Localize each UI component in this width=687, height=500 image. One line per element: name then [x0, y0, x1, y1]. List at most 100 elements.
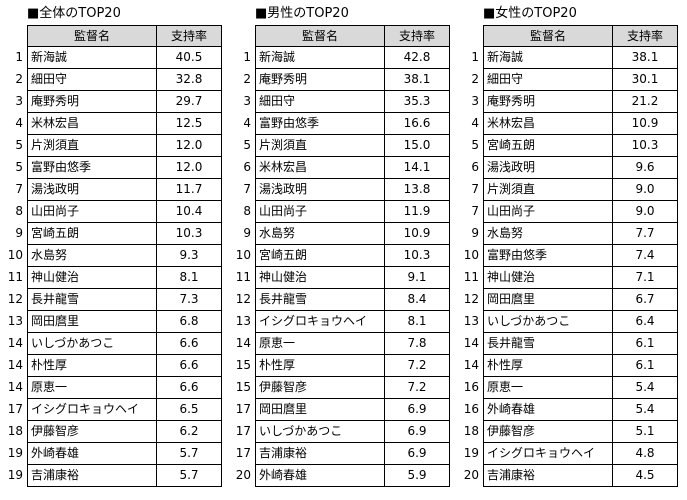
support-rate-cell: 6.6	[156, 377, 222, 399]
director-name-cell: 米林宏昌	[255, 157, 384, 179]
support-rate-cell: 5.4	[612, 399, 678, 421]
director-name-cell: 朴性厚	[27, 355, 156, 377]
rank-cell: 5	[15, 160, 23, 174]
table-row: 8 山田尚子 10.4	[5, 201, 223, 223]
director-name-cell: 湯浅政明	[27, 179, 156, 201]
rank-cell: 14	[7, 380, 23, 394]
support-rate-cell: 29.7	[156, 91, 222, 113]
rank-cell: 2	[15, 72, 23, 86]
rank-cell: 14	[463, 336, 479, 350]
table-row: 5 富野由悠季 12.0	[5, 157, 223, 179]
table-row: 17 いしづかあつこ 6.9	[233, 421, 451, 443]
rank-cell: 5	[243, 138, 251, 152]
table-body: 1 新海誠 40.5 2 細田守 32.8 3 庵野秀明 29.7 4 米林宏昌 12.5 5 片渕須直 1…	[5, 47, 223, 487]
support-rate-cell: 10.9	[384, 223, 450, 245]
support-rate-cell: 40.5	[156, 47, 222, 69]
table-row: 20 吉浦康裕 4.5	[461, 465, 679, 487]
rank-cell: 8	[15, 204, 23, 218]
director-name-cell: 原恵一	[483, 377, 612, 399]
rank-cell: 13	[235, 314, 251, 328]
director-name-cell: 朴性厚	[483, 355, 612, 377]
support-rate-cell: 21.2	[612, 91, 678, 113]
table-header-row: 監督名 支持率	[233, 25, 451, 47]
support-rate-cell: 7.2	[384, 377, 450, 399]
table-row: 10 宮崎五朗 10.3	[233, 245, 451, 267]
support-rate-cell: 6.4	[612, 311, 678, 333]
rank-cell: 9	[471, 226, 479, 240]
director-name-cell: イシグロキョウヘイ	[483, 443, 612, 465]
rank-header-cell	[233, 25, 255, 47]
rank-cell: 19	[463, 446, 479, 460]
rank-cell: 12	[463, 292, 479, 306]
table-row: 1 新海誠 42.8	[233, 47, 451, 69]
support-rate-cell: 6.1	[612, 333, 678, 355]
table-row: 19 イシグロキョウヘイ 4.8	[461, 443, 679, 465]
support-rate-cell: 11.9	[384, 201, 450, 223]
director-name-cell: 長井龍雪	[27, 289, 156, 311]
table-row: 14 原恵一 6.6	[5, 377, 223, 399]
table-row: 12 長井龍雪 7.3	[5, 289, 223, 311]
rank-cell: 11	[7, 270, 23, 284]
director-name-cell: 湯浅政明	[255, 179, 384, 201]
support-rate-cell: 8.1	[156, 267, 222, 289]
table-row: 15 朴性厚 7.2	[233, 355, 451, 377]
support-rate-cell: 12.5	[156, 113, 222, 135]
table-row: 14 朴性厚 6.6	[5, 355, 223, 377]
support-rate-cell: 16.6	[384, 113, 450, 135]
director-name-cell: 岡田麿里	[255, 399, 384, 421]
rank-cell: 9	[15, 226, 23, 240]
rank-cell: 15	[235, 358, 251, 372]
support-rate-header: 支持率	[156, 25, 222, 47]
director-name-cell: 細田守	[27, 69, 156, 91]
director-name-cell: イシグロキョウヘイ	[27, 399, 156, 421]
rank-header-cell	[461, 25, 483, 47]
director-name-cell: いしづかあつこ	[27, 333, 156, 355]
table-row: 1 新海誠 40.5	[5, 47, 223, 69]
rank-cell: 19	[7, 446, 23, 460]
table-row: 1 新海誠 38.1	[461, 47, 679, 69]
table-row: 12 岡田麿里 6.7	[461, 289, 679, 311]
director-name-cell: 水島努	[255, 223, 384, 245]
support-rate-cell: 7.7	[612, 223, 678, 245]
support-rate-cell: 12.0	[156, 135, 222, 157]
rank-cell: 1	[243, 50, 251, 64]
rank-cell: 11	[463, 270, 479, 284]
support-rate-cell: 10.3	[612, 135, 678, 157]
table-row: 5 片渕須直 12.0	[5, 135, 223, 157]
table-row: 14 朴性厚 6.1	[461, 355, 679, 377]
director-name-cell: 庵野秀明	[255, 69, 384, 91]
rank-cell: 14	[235, 336, 251, 350]
rank-cell: 14	[7, 336, 23, 350]
rank-cell: 1	[15, 50, 23, 64]
support-rate-cell: 7.8	[384, 333, 450, 355]
rank-cell: 13	[463, 314, 479, 328]
support-rate-cell: 6.7	[612, 289, 678, 311]
table-row: 7 湯浅政明 11.7	[5, 179, 223, 201]
support-rate-cell: 9.1	[384, 267, 450, 289]
table-row: 4 富野由悠季 16.6	[233, 113, 451, 135]
support-rate-cell: 4.8	[612, 443, 678, 465]
table-row: 12 長井龍雪 8.4	[233, 289, 451, 311]
support-rate-cell: 9.3	[156, 245, 222, 267]
support-rate-cell: 9.0	[612, 179, 678, 201]
support-rate-cell: 10.4	[156, 201, 222, 223]
table-row: 5 片渕須直 15.0	[233, 135, 451, 157]
support-rate-cell: 10.3	[384, 245, 450, 267]
support-rate-cell: 6.9	[384, 421, 450, 443]
table-row: 17 岡田麿里 6.9	[233, 399, 451, 421]
rank-cell: 1	[471, 50, 479, 64]
rank-cell: 20	[463, 468, 479, 482]
director-name-cell: 山田尚子	[255, 201, 384, 223]
table-row: 3 細田守 35.3	[233, 91, 451, 113]
director-name-cell: 片渕須直	[27, 135, 156, 157]
rank-cell: 20	[235, 468, 251, 482]
director-name-cell: イシグロキョウヘイ	[255, 311, 384, 333]
ranking-table-male: ■男性のTOP20 監督名 支持率 1 新海誠 42.8 2 庵野秀明 38.1 3 細田守 3…	[233, 6, 451, 500]
director-name-cell: 水島努	[483, 223, 612, 245]
director-name-header: 監督名	[255, 25, 384, 47]
director-name-cell: 伊藤智彦	[27, 421, 156, 443]
director-name-cell: 宮崎五朗	[483, 135, 612, 157]
director-name-cell: 神山健治	[255, 267, 384, 289]
director-name-cell: いしづかあつこ	[255, 421, 384, 443]
support-rate-cell: 6.9	[384, 443, 450, 465]
